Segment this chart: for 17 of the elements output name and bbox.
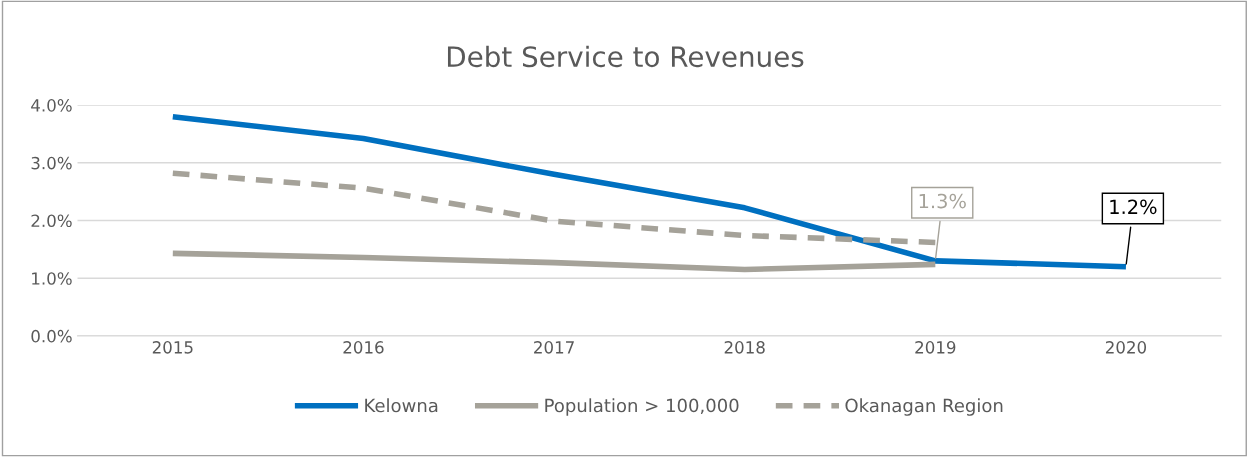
legend-label: Kelowna [365, 398, 438, 413]
chart-title: Debt Service to Revenues [447, 45, 804, 68]
annotation: 1.3% [919, 193, 966, 209]
x-tick-label: 2015 [152, 341, 193, 354]
y-tick-label: 0.0% [31, 329, 72, 343]
y-tick-label: 3.0% [31, 156, 72, 170]
legend-label: Population > 100,000 [545, 398, 739, 416]
x-tick-label: 2016 [343, 341, 384, 354]
y-tick-label: 1.0% [32, 272, 72, 285]
y-tick-label: 4.0% [31, 99, 72, 112]
legend-label: Okanagan Region [845, 398, 1003, 416]
x-tick-label: 2018 [724, 341, 765, 354]
x-tick-label: 2019 [915, 341, 956, 354]
x-tick-label: 2020 [1105, 341, 1147, 354]
annotation: 1.2% [1110, 199, 1157, 215]
x-tick-label: 2017 [534, 341, 574, 354]
y-tick-label: 2.0% [31, 214, 72, 228]
